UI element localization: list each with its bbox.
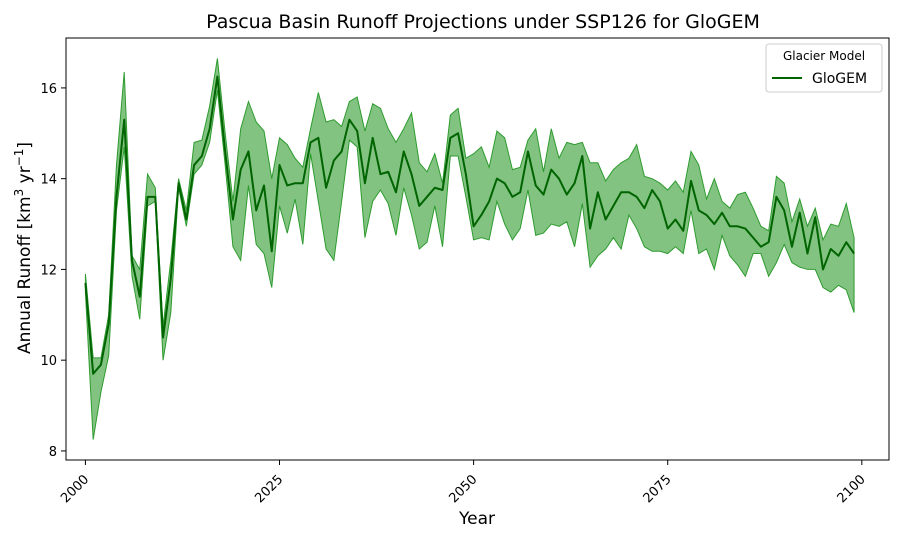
y-tick-label: 10 [40,354,57,369]
y-axis: 8 10 12 14 16 [40,82,66,460]
x-tick-label: 2100 [835,472,869,506]
x-tick-label: 2050 [446,472,480,506]
x-axis: 2000 2025 2050 2075 2100 [58,460,869,506]
chart-title: Pascua Basin Runoff Projections under SS… [206,11,760,33]
y-axis-title: Annual Runoff [km3 yr−1] [12,142,35,354]
y-tick-label: 16 [40,82,57,97]
uncertainty-band [84,58,855,440]
plot-frame [65,37,890,461]
legend: Glacier Model GloGEM [765,43,883,93]
series-line-glogem [84,75,855,375]
legend-box [765,43,883,93]
x-tick-label: 2000 [58,472,92,506]
y-tick-label: 12 [40,263,57,278]
x-tick-label: 2025 [252,472,286,506]
legend-label-glogem: GloGEM [812,71,867,87]
y-tick-label: 8 [49,445,57,460]
y-tick-label: 14 [40,173,57,188]
x-tick-label: 2075 [641,472,675,506]
x-axis-title: Year [458,509,495,529]
plot-area [84,58,855,440]
legend-title: Glacier Model [783,49,865,63]
